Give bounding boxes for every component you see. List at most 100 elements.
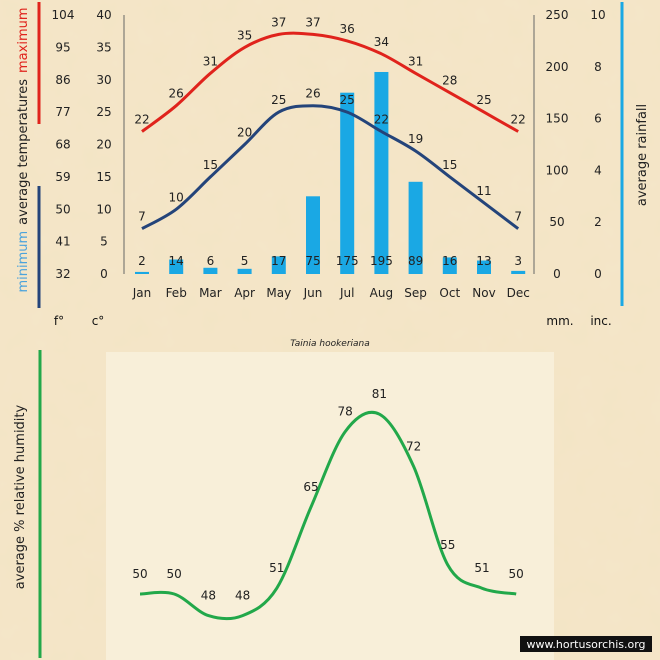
- month-label: Oct: [439, 286, 460, 300]
- maximum-value-label: 31: [203, 54, 218, 68]
- species-caption: Tainia hookeriana: [290, 339, 370, 349]
- rainfall-bar: [271, 256, 286, 274]
- fahrenheit-tick: 95: [55, 40, 70, 54]
- rainfall-value-label: 89: [408, 254, 423, 268]
- fahrenheit-unit-label: f°: [54, 314, 64, 328]
- mm-tick: 200: [546, 60, 569, 74]
- rainfall-value-label: 14: [169, 254, 184, 268]
- minimum-value-label: 19: [408, 132, 423, 146]
- inch-tick: 10: [590, 8, 605, 22]
- rainfall-bar: [477, 260, 491, 274]
- celsius-unit-label: c°: [92, 314, 105, 328]
- celsius-tick: 5: [100, 235, 108, 249]
- rainfall-bar: [306, 196, 320, 274]
- minimum-label: minimum: [16, 231, 31, 293]
- humidity-axis-title: average % relative humidity: [13, 404, 28, 589]
- minimum-value-label: 15: [203, 158, 218, 172]
- humidity-value-label: 48: [235, 589, 250, 603]
- mm-tick: 0: [553, 267, 561, 281]
- celsius-tick: 25: [96, 105, 111, 119]
- rainfall-value-label: 5: [241, 254, 249, 268]
- minimum-value-label: 22: [374, 113, 389, 127]
- minimum-value-label: 11: [476, 184, 491, 198]
- fahrenheit-tick: 59: [55, 170, 70, 184]
- inch-tick: 0: [594, 267, 602, 281]
- minimum-value-label: 7: [138, 210, 146, 224]
- humidity-value-label: 55: [440, 538, 455, 552]
- humidity-chart: 50 50 48 48 51 65 78 81 72 55 51 50: [132, 387, 524, 621]
- rainfall-value-label: 16: [442, 254, 457, 268]
- rainfall-value-label: 13: [476, 254, 491, 268]
- month-label: Jun: [303, 286, 323, 300]
- rainfall-bar: [237, 268, 252, 274]
- mm-unit-label: mm.: [546, 314, 573, 328]
- mm-tick: 150: [546, 112, 569, 126]
- maximum-value-label: 22: [511, 113, 526, 127]
- celsius-tick: 15: [96, 170, 111, 184]
- month-label: Apr: [234, 286, 255, 300]
- minimum-temperature-line: [141, 104, 520, 230]
- month-label: Aug: [370, 286, 393, 300]
- minimum-value-label: 25: [340, 93, 355, 107]
- inch-unit-label: inc.: [590, 314, 611, 328]
- inch-tick: 2: [594, 215, 602, 229]
- fahrenheit-tick: 41: [55, 235, 70, 249]
- month-label: Sep: [404, 286, 427, 300]
- humidity-value-label: 51: [474, 561, 489, 575]
- fahrenheit-tick: 50: [55, 202, 70, 216]
- rainfall-bar: [135, 271, 149, 274]
- celsius-tick: 35: [96, 40, 111, 54]
- fahrenheit-tick: 68: [55, 138, 70, 152]
- maximum-value-label: 37: [271, 15, 286, 29]
- rainfall-bar: [408, 181, 423, 274]
- rainfall-bar: [374, 71, 389, 274]
- minimum-value-label: 20: [237, 126, 252, 140]
- humidity-value-label: 65: [303, 480, 318, 494]
- month-label: May: [266, 286, 291, 300]
- celsius-tick: 0: [100, 267, 108, 281]
- maximum-value-label: 37: [305, 15, 320, 29]
- humidity-value-label: 81: [372, 387, 387, 401]
- month-label: Jul: [339, 286, 354, 300]
- humidity-value-label: 78: [338, 405, 353, 419]
- rainfall-bar: [169, 259, 184, 274]
- fahrenheit-tick: 77: [55, 105, 70, 119]
- inch-tick: 6: [594, 112, 602, 126]
- maximum-value-label: 34: [374, 35, 389, 49]
- temperature-axis-title: minimum average temperatures maximum: [16, 7, 31, 292]
- maximum-value-label: 25: [476, 93, 491, 107]
- temperature-rainfall-chart: 1049586776859504132403530252015105025020…: [52, 8, 606, 300]
- fahrenheit-tick: 32: [55, 267, 70, 281]
- rainfall-value-label: 195: [370, 254, 393, 268]
- month-label: Jan: [132, 286, 152, 300]
- humidity-line: [139, 410, 517, 621]
- rainfall-value-label: 17: [271, 254, 286, 268]
- minimum-value-label: 26: [305, 87, 320, 101]
- month-label: Dec: [507, 286, 530, 300]
- mm-tick: 250: [546, 8, 569, 22]
- rainfall-bar: [340, 92, 355, 274]
- maximum-temperature-line: [141, 31, 519, 133]
- maximum-label: maximum: [16, 7, 31, 73]
- minimum-value-label: 25: [271, 93, 286, 107]
- fahrenheit-tick: 104: [52, 8, 75, 22]
- rainfall-value-label: 2: [138, 254, 146, 268]
- humidity-value-label: 50: [132, 567, 147, 581]
- humidity-value-label: 48: [201, 589, 216, 603]
- celsius-tick: 20: [96, 138, 111, 152]
- humidity-value-label: 50: [167, 567, 182, 581]
- rainfall-bar: [203, 267, 218, 274]
- celsius-tick: 10: [96, 202, 111, 216]
- humidity-panel: [106, 352, 554, 660]
- watermark-box: [520, 636, 652, 652]
- minimum-value-label: 10: [169, 190, 184, 204]
- fahrenheit-tick: 86: [55, 73, 70, 87]
- rainfall-value-label: 3: [514, 254, 522, 268]
- maximum-value-label: 36: [340, 22, 355, 36]
- humidity-value-label: 72: [406, 439, 421, 453]
- humidity-value-label: 51: [269, 561, 284, 575]
- rainfall-value-label: 175: [336, 254, 359, 268]
- maximum-value-label: 35: [237, 28, 252, 42]
- inch-tick: 4: [594, 163, 602, 177]
